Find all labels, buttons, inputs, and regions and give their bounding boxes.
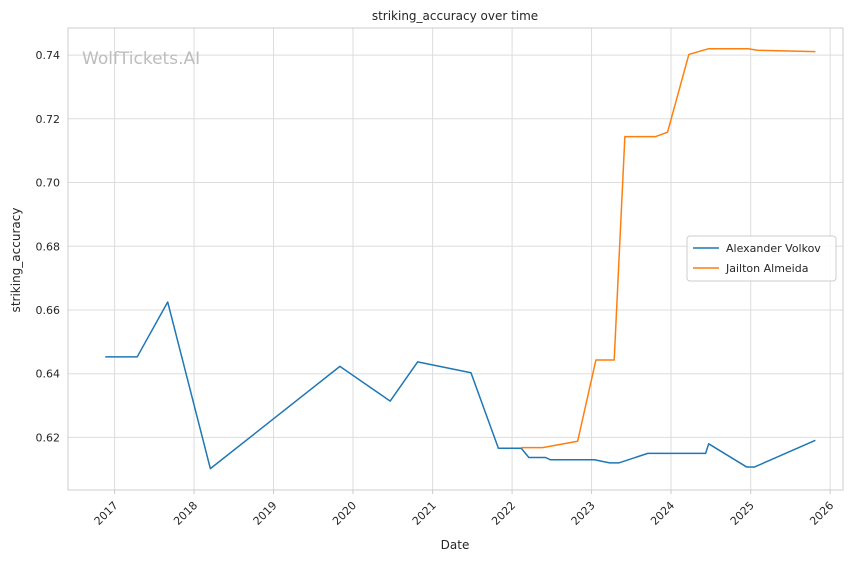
x-tick-label: 2024 (648, 499, 677, 528)
x-axis-title: Date (441, 538, 470, 552)
legend-label-2: Jailton Almeida (725, 262, 808, 275)
x-tick-label: 2023 (569, 499, 598, 528)
x-axis-ticks: 2017 2018 2019 2020 2021 2022 2023 2024 2025 2026 (92, 490, 836, 528)
x-tick-label: 2022 (489, 499, 518, 528)
legend-box (686, 235, 837, 282)
y-tick-label: 0.68 (36, 240, 61, 253)
y-tick-label: 0.62 (36, 431, 61, 444)
y-tick-label: 0.74 (36, 49, 61, 62)
y-tick-label: 0.66 (36, 304, 61, 317)
series-line-2 (521, 47, 816, 449)
legend: Alexander Volkov Jailton Almeida (686, 235, 837, 282)
x-tick-label: 2019 (251, 499, 280, 528)
x-tick-label: 2020 (330, 499, 359, 528)
y-tick-label: 0.70 (36, 177, 61, 190)
y-tick-label: 0.64 (36, 368, 61, 381)
x-tick-label: 2026 (807, 499, 836, 528)
watermark: WolfTickets.AI (82, 49, 200, 69)
chart-title: striking_accuracy over time (372, 9, 538, 23)
x-tick-label: 2018 (171, 499, 200, 528)
y-tick-label: 0.72 (36, 113, 61, 126)
x-tick-label: 2017 (92, 499, 121, 528)
x-tick-label: 2025 (728, 499, 757, 528)
plot-area-border (67, 27, 844, 491)
series-lines (105, 47, 816, 470)
series-line-1 (105, 301, 816, 470)
x-tick-label: 2021 (410, 499, 439, 528)
legend-label-1: Alexander Volkov (726, 242, 821, 255)
y-axis-ticks: 0.62 0.64 0.66 0.68 0.70 0.72 0.74 (36, 49, 61, 444)
y-axis-title: striking_accuracy (9, 208, 23, 313)
